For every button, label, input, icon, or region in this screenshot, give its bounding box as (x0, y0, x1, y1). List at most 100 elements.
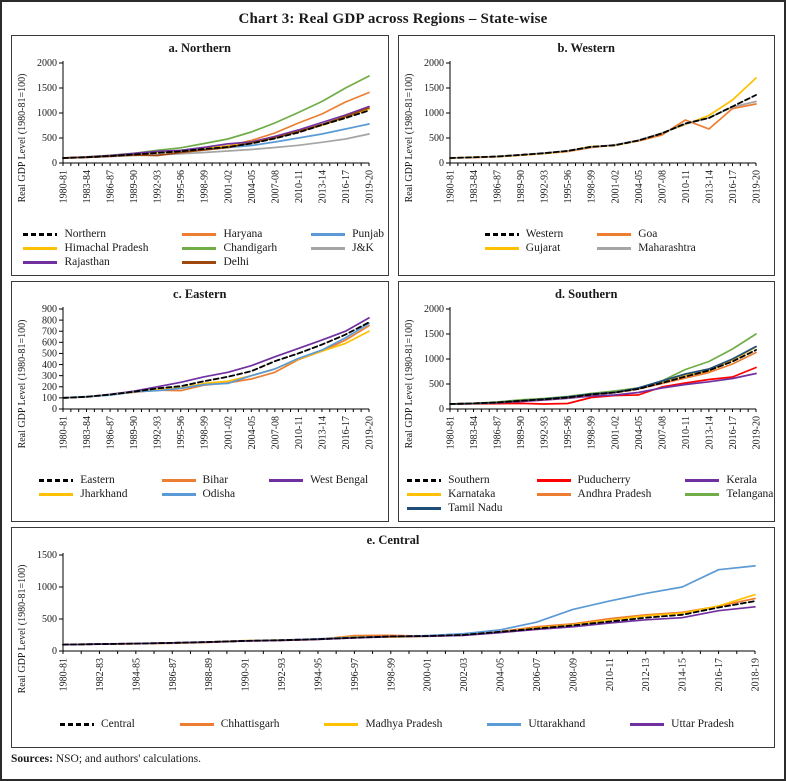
legend-item-west-bengal: West Bengal (269, 474, 368, 486)
legend-label: Bihar (202, 474, 229, 486)
legend-item-gujarat: Gujarat (484, 242, 563, 254)
y-tick-label: 2000 (424, 304, 444, 315)
x-tick-label: 1982-83 (95, 658, 106, 691)
legend-item-eastern: Eastern (39, 474, 127, 486)
x-tick-label: 2001-02 (610, 170, 621, 203)
legend-swatch (179, 722, 214, 726)
y-tick-label: 500 (429, 379, 444, 390)
legend-label: West Bengal (310, 474, 369, 486)
legend-label: Southern (448, 474, 490, 486)
y-tick-label: 1500 (424, 329, 444, 340)
legend-label: Madhya Pradesh (365, 718, 443, 730)
legend-swatch (630, 722, 665, 726)
x-tick-label: 1998-99 (586, 170, 597, 203)
y-tick-label: 500 (429, 133, 444, 144)
legend-item-rajasthan: Rajasthan (23, 256, 148, 268)
legend-label: Gujarat (525, 242, 561, 254)
x-tick-label: 2010-11 (294, 416, 305, 449)
legend-western: Western Goa Gujarat Maharashtra (402, 227, 772, 254)
x-tick-label: 1998-99 (200, 170, 211, 203)
x-tick-label: 2008-09 (568, 658, 579, 691)
legend-label: Delhi (223, 256, 250, 268)
legend-swatch (182, 260, 217, 264)
legend-item-jharkhand: Jharkhand (39, 488, 128, 500)
legend-swatch (39, 478, 74, 482)
y-tick-label: 0 (52, 404, 57, 415)
legend-swatch (311, 246, 346, 250)
legend-label: Haryana (223, 228, 263, 240)
x-tick-label: 2018-19 (751, 658, 762, 691)
legend-label: Punjab (352, 228, 385, 240)
y-tick-label: 300 (42, 371, 57, 382)
x-tick-label: 1983-84 (469, 170, 480, 203)
legend-item-bihar: Bihar (161, 474, 236, 486)
legend-item-goa: Goa (597, 228, 695, 240)
legend-southern: Southern Puducherry Kerala Karnataka Andhra … (402, 473, 773, 514)
chart-western: 0 500 1000 1500 2000 1980-81 1983-84 1986-87 198… (402, 57, 772, 227)
y-tick-label: 1500 (37, 550, 57, 561)
x-tick-label: 1983-84 (82, 170, 93, 203)
sources-text: NSO; and authors' calculations. (52, 753, 201, 765)
legend-swatch (597, 246, 632, 250)
series-line-kerala (448, 372, 757, 405)
series-line-eastern (62, 321, 370, 399)
series-line-goa (448, 103, 757, 159)
legend-label: Andhra Pradesh (577, 488, 652, 500)
x-tick-label: 1980-81 (59, 416, 70, 449)
x-tick-label: 1995-96 (563, 170, 574, 203)
x-tick-label: 2004-05 (247, 170, 258, 203)
x-tick-label: 2002-03 (459, 658, 470, 691)
legend-label: Karnataka (448, 488, 496, 500)
x-tick-label: 1980-81 (445, 416, 456, 449)
x-tick-label: 1986-87 (106, 170, 117, 203)
x-tick-label: 2016-17 (341, 170, 352, 203)
y-tick-label: 900 (42, 304, 57, 315)
legend-item-central: Central (59, 718, 135, 730)
series-line-northern (62, 109, 370, 159)
x-tick-label: 1992-93 (539, 170, 550, 203)
legend-item-j-k: J&K (311, 242, 384, 254)
legend-swatch (487, 722, 522, 726)
legend-swatch (23, 232, 58, 236)
panel-title-eastern: c. Eastern (173, 287, 227, 301)
x-tick-label: 2001-02 (610, 416, 621, 449)
legend-item-chhattisgarh: Chhattisgarh (179, 718, 280, 730)
sources-note: Sources: NSO; and authors' calculations. (11, 753, 775, 765)
x-tick-label: 1989-90 (129, 416, 140, 449)
x-tick-label: 2010-11 (680, 416, 691, 449)
legend-label: Eastern (80, 474, 115, 486)
legend-swatch (484, 232, 519, 236)
x-tick-label: 1990-91 (241, 658, 252, 691)
x-tick-label: 1995-96 (563, 416, 574, 449)
x-tick-label: 1983-84 (469, 416, 480, 449)
x-tick-label: 2010-11 (680, 170, 691, 203)
y-tick-label: 500 (42, 349, 57, 360)
panel-row-middle: c. Eastern 0 100 200 300 400 500 600 700 800 900 1… (11, 281, 775, 522)
y-tick-label: 0 (439, 158, 444, 169)
y-tick-label: 1000 (37, 108, 57, 119)
x-tick-label: 2019-20 (751, 416, 762, 449)
legend-item-andhra-pradesh: Andhra Pradesh (536, 488, 652, 500)
x-tick-label: 1996-97 (350, 658, 361, 691)
x-tick-label: 2012-13 (641, 658, 652, 691)
chart-eastern: 0 100 200 300 400 500 600 700 800 900 1980-81 1983-… (15, 303, 385, 473)
x-tick-label: 1992-93 (277, 658, 288, 691)
panel-eastern: c. Eastern 0 100 200 300 400 500 600 700 800 900 1… (11, 281, 389, 522)
y-tick-label: 2000 (424, 58, 444, 69)
x-tick-label: 2013-14 (704, 170, 715, 203)
y-tick-label: 700 (42, 326, 57, 337)
x-tick-label: 2007-08 (270, 416, 281, 449)
chart-canvas-southern: 0 500 1000 1500 2000 1980-81 1983-84 1986-87 198… (404, 304, 763, 449)
legend-item-northern: Northern (23, 228, 148, 240)
legend-item-telangana: Telangana (685, 488, 773, 500)
panel-title-southern: d. Southern (554, 287, 618, 301)
legend-swatch (407, 478, 442, 482)
y-tick-label: 0 (439, 404, 444, 415)
chart-southern: 0 500 1000 1500 2000 1980-81 1983-84 1986-87 198… (402, 303, 772, 473)
legend-label: Chhattisgarh (220, 718, 280, 730)
series-line-uttar-pradesh (62, 605, 756, 646)
x-tick-label: 2016-17 (341, 416, 352, 449)
legend-item-chandigarh: Chandigarh (182, 242, 277, 254)
